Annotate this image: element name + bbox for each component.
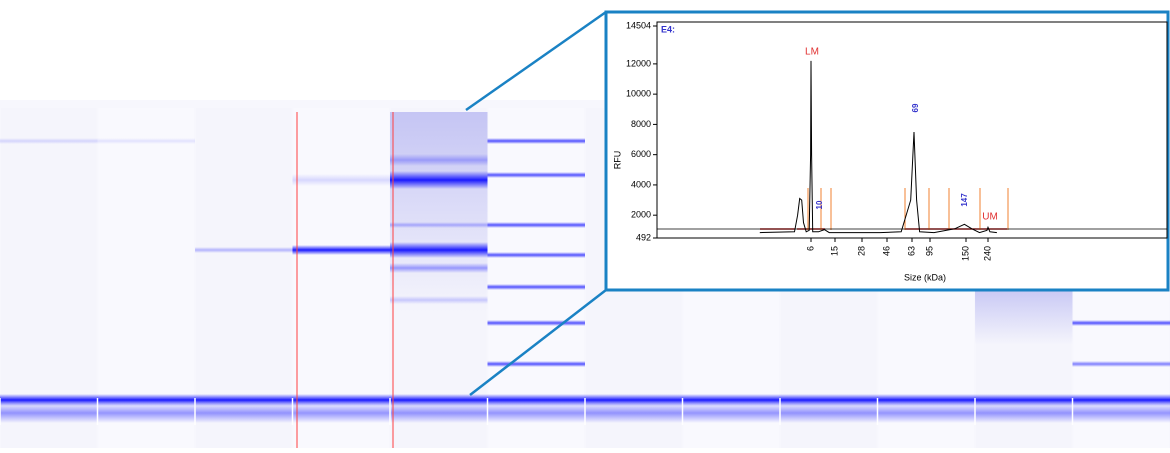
band bbox=[488, 403, 586, 423]
band bbox=[1073, 320, 1170, 326]
peak-label: 10 bbox=[815, 200, 824, 209]
x-tick-label: 240 bbox=[982, 246, 992, 261]
y-axis-label: RFU bbox=[612, 151, 622, 170]
band bbox=[390, 222, 488, 228]
band bbox=[1073, 403, 1170, 423]
band bbox=[293, 403, 391, 423]
band bbox=[390, 242, 488, 258]
x-tick-label: 15 bbox=[829, 246, 839, 256]
y-tick-label: 14504 bbox=[626, 20, 651, 30]
peak-label: 147 bbox=[960, 193, 969, 207]
x-tick-label: 46 bbox=[881, 246, 891, 256]
connector bbox=[466, 12, 606, 110]
band bbox=[1073, 361, 1170, 367]
x-tick-label: 150 bbox=[960, 246, 970, 261]
band bbox=[0, 403, 98, 423]
y-tick-label: 4000 bbox=[631, 179, 651, 189]
band bbox=[293, 245, 391, 255]
band bbox=[390, 296, 488, 304]
lane-haze bbox=[975, 285, 1073, 345]
peak-label: LM bbox=[805, 47, 819, 58]
y-tick-label: 8000 bbox=[631, 119, 651, 129]
band bbox=[0, 138, 98, 144]
band bbox=[293, 174, 391, 186]
band bbox=[488, 320, 586, 326]
x-tick-label: 28 bbox=[856, 246, 866, 256]
y-tick-label: 12000 bbox=[626, 58, 651, 68]
band bbox=[390, 403, 488, 423]
band bbox=[195, 247, 293, 253]
lane-haze bbox=[390, 112, 488, 312]
page: {"chart_data":{"type":"line","sample":"E… bbox=[0, 0, 1170, 448]
band bbox=[975, 403, 1073, 423]
band bbox=[488, 222, 586, 228]
band bbox=[683, 403, 781, 423]
band bbox=[488, 138, 586, 144]
band bbox=[878, 403, 976, 423]
band bbox=[780, 403, 878, 423]
x-axis-label: Size (kDa) bbox=[904, 272, 946, 282]
band bbox=[488, 284, 586, 290]
x-tick-label: 95 bbox=[924, 246, 934, 256]
band bbox=[488, 252, 586, 258]
band bbox=[98, 403, 196, 423]
sample-label: E4: bbox=[661, 24, 675, 34]
x-tick-label: 6 bbox=[805, 246, 815, 251]
band bbox=[488, 361, 586, 367]
y-tick-label: 6000 bbox=[631, 149, 651, 159]
band bbox=[390, 263, 488, 273]
band bbox=[390, 154, 488, 166]
band bbox=[390, 171, 488, 189]
band bbox=[585, 403, 683, 423]
y-tick-label: 2000 bbox=[631, 210, 651, 220]
band bbox=[195, 403, 293, 423]
peak-label: 69 bbox=[911, 103, 920, 112]
y-tick-label: 10000 bbox=[626, 89, 651, 99]
band bbox=[488, 172, 586, 178]
y-tick-label: 492 bbox=[636, 232, 651, 242]
peak-label: UM bbox=[982, 212, 998, 223]
x-tick-label: 63 bbox=[906, 246, 916, 256]
band bbox=[98, 138, 196, 144]
screen: E4: RFU Size (kDa) 492 2000 4000 6000 8000 10… bbox=[0, 0, 1170, 448]
